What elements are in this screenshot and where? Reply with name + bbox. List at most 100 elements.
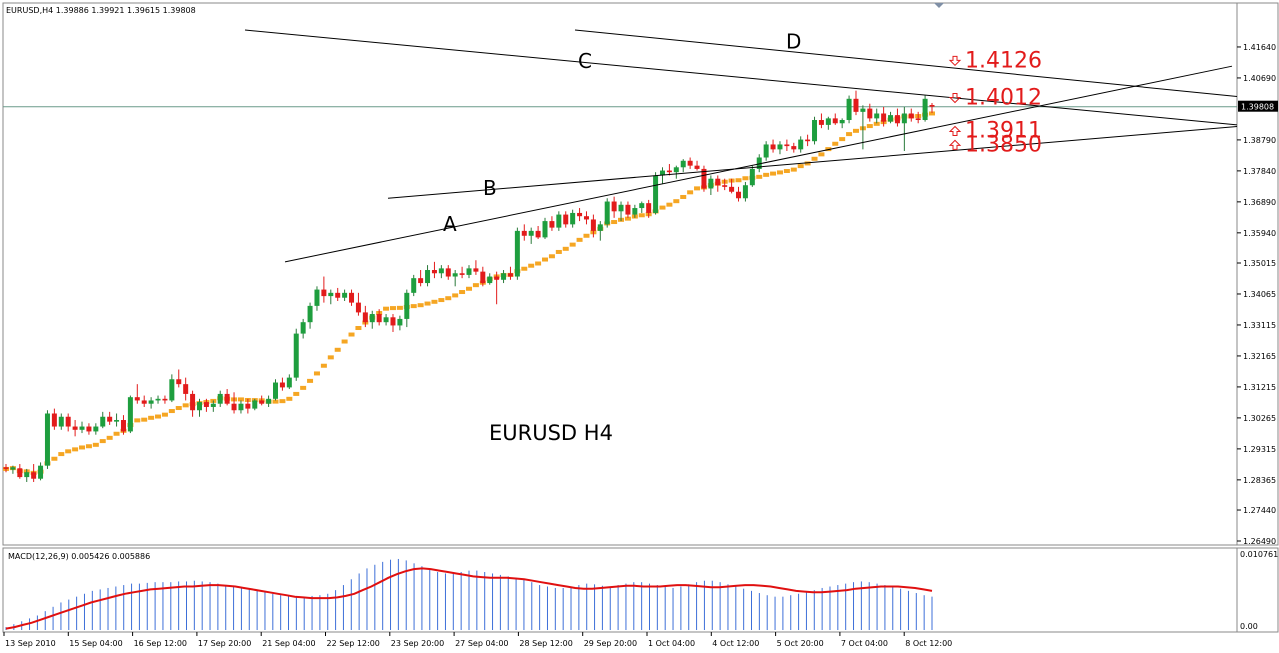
moving-average-step bbox=[85, 444, 92, 449]
candle-body bbox=[708, 178, 714, 189]
moving-average-step bbox=[528, 263, 535, 268]
moving-average bbox=[3, 111, 935, 475]
moving-average-step bbox=[832, 141, 839, 146]
candle-body bbox=[915, 118, 921, 121]
center-label: EURUSD H4 bbox=[489, 421, 613, 445]
candle-body bbox=[17, 468, 23, 478]
candle-body bbox=[279, 382, 285, 388]
price-level-label: 1.3850 bbox=[965, 132, 1042, 157]
candle-body bbox=[238, 403, 244, 411]
candle-body bbox=[58, 416, 64, 427]
candle-body bbox=[694, 165, 700, 169]
moving-average-step bbox=[638, 213, 645, 218]
candle-body bbox=[418, 278, 424, 284]
moving-average-step bbox=[300, 385, 307, 390]
moving-average-step bbox=[355, 326, 362, 331]
moving-average-step bbox=[272, 399, 279, 404]
candle-body bbox=[480, 271, 486, 284]
candle-body bbox=[653, 175, 659, 213]
time-tick-label: 1 Oct 04:00 bbox=[648, 639, 695, 648]
candle-body bbox=[397, 318, 403, 326]
moving-average-step bbox=[811, 156, 818, 161]
candle-body bbox=[383, 317, 389, 323]
candle-body bbox=[107, 416, 113, 422]
moving-average-step bbox=[141, 417, 148, 422]
price-tick-label: 1.33115 bbox=[1243, 321, 1276, 330]
candle-body bbox=[777, 144, 783, 150]
candle-body bbox=[252, 400, 258, 409]
candle-body bbox=[701, 168, 707, 189]
candle-body bbox=[31, 472, 37, 479]
moving-average-step bbox=[742, 176, 749, 181]
candle-body bbox=[452, 273, 458, 277]
moving-average-step bbox=[106, 435, 113, 440]
moving-average-step bbox=[846, 132, 853, 137]
moving-average-step bbox=[161, 412, 168, 417]
candle-body bbox=[148, 400, 154, 404]
macd-axis-bottom: 0.00 bbox=[1240, 622, 1258, 631]
price-level-label: 1.3911 bbox=[965, 118, 1042, 143]
trend-line bbox=[284, 65, 1233, 263]
candle-body bbox=[266, 398, 272, 404]
price-tick-label: 1.30265 bbox=[1243, 414, 1276, 423]
price-tick-label: 1.28365 bbox=[1243, 476, 1276, 485]
price-tick-label: 1.36890 bbox=[1243, 198, 1276, 207]
candle-body bbox=[501, 273, 507, 280]
moving-average-step bbox=[341, 339, 348, 344]
time-axis-ticks: 13 Sep 2010 15 Sep 04:00 16 Sep 12:00 17 Se… bbox=[3, 632, 952, 648]
moving-average-step bbox=[735, 178, 742, 183]
candle-body bbox=[10, 467, 16, 470]
candle-body bbox=[535, 230, 541, 238]
candle-body bbox=[425, 270, 431, 284]
macd-label: MACD(12,26,9) 0.005426 0.005886 bbox=[8, 552, 150, 561]
moving-average-step bbox=[58, 452, 65, 457]
time-tick-label: 17 Sep 20:00 bbox=[198, 639, 251, 648]
price-axis-area bbox=[1236, 2, 1279, 546]
candle-body bbox=[134, 397, 140, 401]
moving-average-step bbox=[576, 237, 583, 242]
moving-average-step bbox=[286, 396, 293, 401]
price-level-label: 1.4126 bbox=[965, 48, 1042, 73]
candle-body bbox=[549, 221, 555, 228]
moving-average-step bbox=[175, 406, 182, 411]
candle-body bbox=[335, 292, 341, 298]
moving-average-step bbox=[542, 257, 549, 262]
candle-body bbox=[715, 178, 721, 186]
moving-average-step bbox=[396, 305, 403, 310]
candle-body bbox=[466, 268, 472, 275]
candle-body bbox=[273, 382, 279, 399]
candle-body bbox=[618, 204, 624, 212]
moving-average-step bbox=[237, 397, 244, 402]
moving-average-step bbox=[424, 301, 431, 306]
candle-body bbox=[224, 393, 230, 404]
candle-body bbox=[72, 426, 78, 430]
moving-average-step bbox=[694, 186, 701, 191]
candle-body bbox=[44, 413, 50, 466]
time-tick-label: 4 Oct 12:00 bbox=[712, 639, 759, 648]
moving-average-step bbox=[438, 298, 445, 303]
shift-marker-icon[interactable] bbox=[934, 3, 944, 8]
candle-body bbox=[203, 402, 209, 407]
price-level-label: 1.4012 bbox=[965, 86, 1042, 111]
price-tick-label: 1.41640 bbox=[1243, 43, 1276, 52]
moving-average-step bbox=[79, 445, 86, 450]
symbol-header: EURUSD,H4 1.39886 1.39921 1.39615 1.3980… bbox=[6, 6, 196, 15]
candle-body bbox=[756, 157, 762, 169]
moving-average-step bbox=[293, 391, 300, 396]
moving-average-step bbox=[548, 254, 555, 259]
trend-line bbox=[574, 29, 1238, 98]
moving-average-step bbox=[417, 303, 424, 308]
candle-body bbox=[590, 219, 596, 231]
trend-line bbox=[387, 126, 1238, 199]
moving-average-step bbox=[562, 246, 569, 251]
moving-average-step bbox=[72, 447, 79, 452]
macd-histogram bbox=[5, 558, 933, 630]
moving-average-step bbox=[687, 190, 694, 195]
candle-body bbox=[259, 400, 265, 404]
candle-body bbox=[431, 270, 437, 274]
moving-average-step bbox=[99, 439, 106, 444]
candle-body bbox=[404, 292, 410, 319]
candle-body bbox=[818, 120, 824, 125]
candle-body bbox=[314, 289, 320, 306]
